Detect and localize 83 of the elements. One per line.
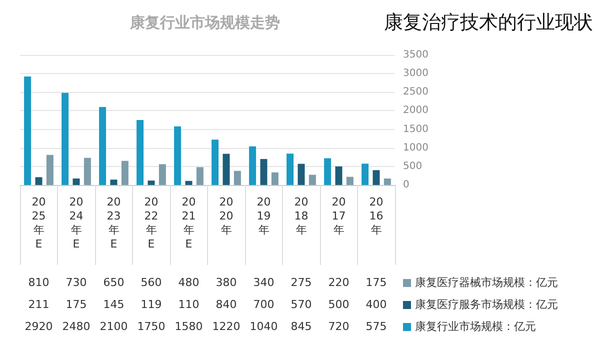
x-tick-label: 2021年E xyxy=(182,196,196,250)
text: 康复治疗技术的行业现状 xyxy=(384,12,593,34)
bar xyxy=(72,178,80,185)
bar xyxy=(35,177,42,185)
data-label: 480 xyxy=(177,275,200,291)
legend-label: 康复医疗器械市场规模：亿元 xyxy=(415,275,558,291)
data-label: 2100 xyxy=(98,319,129,335)
bar xyxy=(222,154,230,185)
data-label: 1220 xyxy=(211,319,242,335)
bar xyxy=(324,158,332,185)
x-tick-label: 2022年E xyxy=(144,196,158,250)
data-label: 570 xyxy=(290,297,313,313)
data-label: 275 xyxy=(290,275,313,291)
legend-label: 康复医疗服务市场规模：亿元 xyxy=(415,297,558,313)
x-tick-label: 2019年 xyxy=(256,196,271,236)
data-label: 340 xyxy=(252,275,276,291)
data-label: 175 xyxy=(64,297,88,313)
bar xyxy=(286,154,294,185)
y-tick-label: 3500 xyxy=(403,50,428,60)
data-label: 2920 xyxy=(24,319,54,335)
data-label: 700 xyxy=(252,297,276,313)
data-label: 119 xyxy=(140,297,163,313)
chart-subtitle: 康复行业市场规模走势 xyxy=(129,14,280,32)
y-tick-label: 3000 xyxy=(403,68,428,80)
bar xyxy=(24,76,32,185)
bar xyxy=(46,154,54,185)
bar xyxy=(362,164,369,185)
bar xyxy=(212,140,219,185)
y-tick-label: 1000 xyxy=(403,142,428,154)
x-tick-label: 2025年E xyxy=(32,196,46,250)
bar xyxy=(174,126,182,185)
x-tick-label: 2020年 xyxy=(219,196,234,236)
x-tick-label: 2024年E xyxy=(69,196,84,250)
bar xyxy=(384,178,391,185)
bar xyxy=(62,92,69,185)
bar xyxy=(196,167,204,185)
bar xyxy=(298,164,305,185)
x-tick-label: 2023年E xyxy=(106,196,121,250)
bar xyxy=(185,180,192,185)
x-tick-label: 2017年 xyxy=(332,196,346,236)
bar xyxy=(110,180,118,185)
data-label: 2480 xyxy=(61,319,92,335)
bar xyxy=(372,170,380,185)
bar xyxy=(346,176,354,185)
y-tick-label: 0 xyxy=(403,180,410,190)
bar xyxy=(84,158,91,185)
bar xyxy=(121,160,128,185)
data-label: 720 xyxy=(327,319,350,335)
y-tick-label: 2500 xyxy=(403,86,428,98)
bar xyxy=(260,159,268,185)
y-tick-label: 1500 xyxy=(403,124,428,135)
data-label: 175 xyxy=(364,275,388,291)
x-tick-label: 2018年 xyxy=(294,196,308,236)
y-tick-label: 2000 xyxy=(403,105,428,116)
data-label: 560 xyxy=(140,275,163,291)
data-label: 211 xyxy=(27,297,50,313)
data-label: 650 xyxy=(102,275,126,291)
data-label: 1580 xyxy=(174,319,204,335)
bar xyxy=(158,164,166,185)
bar xyxy=(271,172,278,185)
bar xyxy=(308,174,316,185)
data-label: 500 xyxy=(327,297,350,313)
legend-label: 康复行业市场规模：亿元 xyxy=(415,319,536,335)
data-label: 220 xyxy=(327,275,350,291)
data-label: 840 xyxy=(214,297,238,313)
data-label: 400 xyxy=(364,297,388,313)
bar xyxy=(136,120,144,185)
data-label: 575 xyxy=(364,319,388,335)
data-label: 380 xyxy=(214,275,238,291)
bar xyxy=(335,166,342,185)
x-tick-label: 2016年 xyxy=(369,196,384,236)
bar xyxy=(234,170,241,185)
data-label: 110 xyxy=(177,297,200,313)
bar xyxy=(99,107,106,185)
y-tick-label: 500 xyxy=(403,160,422,172)
bar xyxy=(249,146,256,185)
data-label: 810 xyxy=(27,275,50,291)
data-label: 1750 xyxy=(136,319,166,335)
data-label: 845 xyxy=(290,319,313,335)
data-label: 730 xyxy=(64,275,88,291)
bar xyxy=(148,180,155,185)
data-label: 1040 xyxy=(248,319,279,335)
data-label: 145 xyxy=(102,297,126,313)
